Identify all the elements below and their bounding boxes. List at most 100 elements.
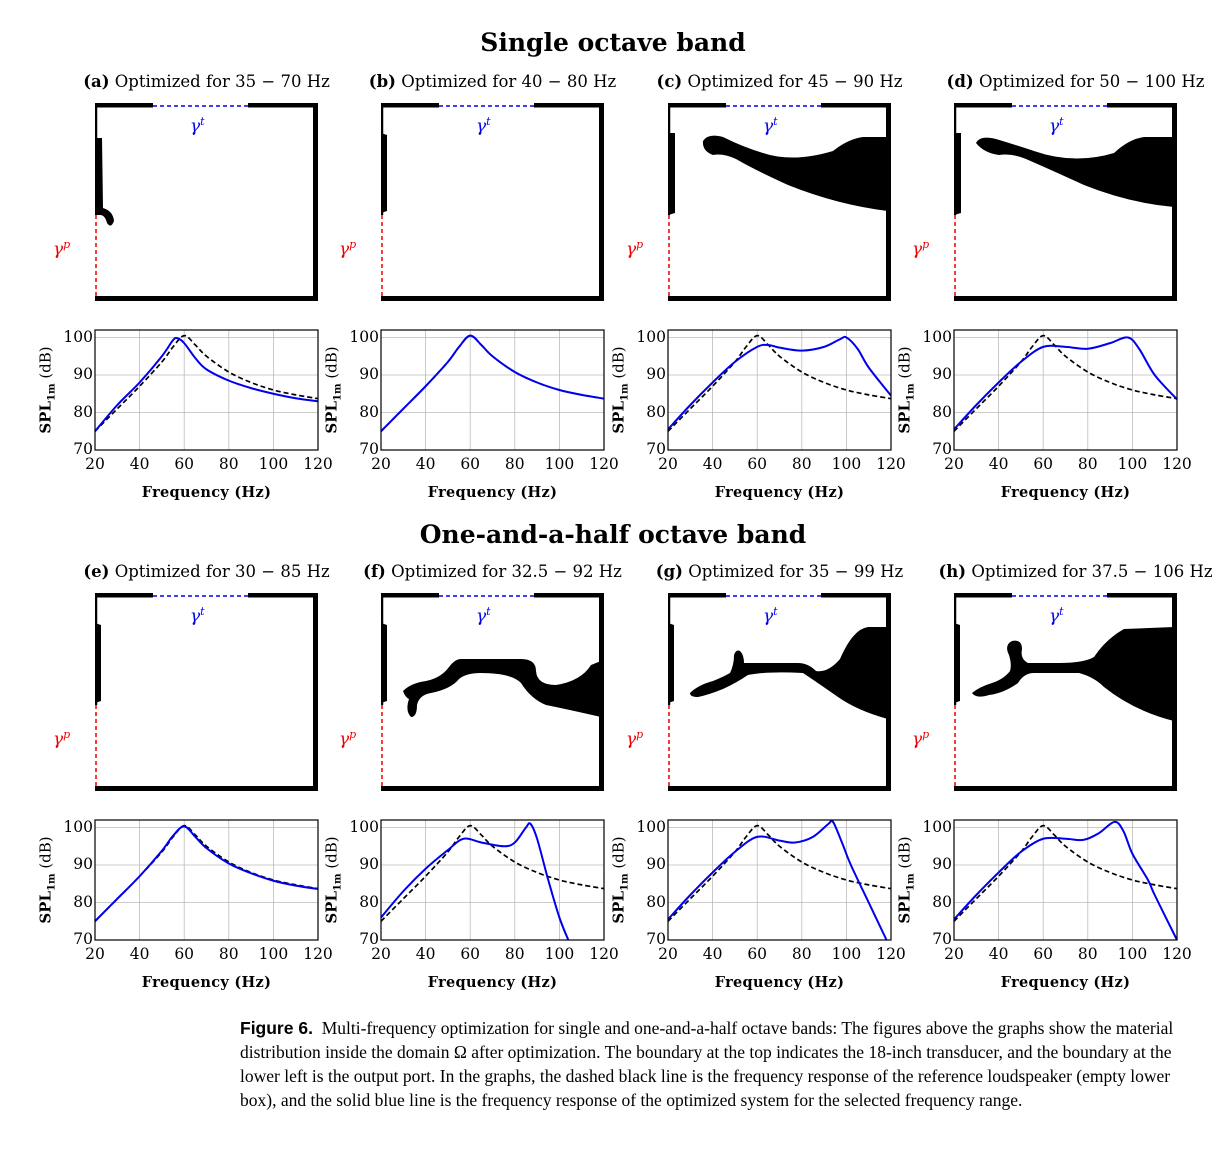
superscript: p — [349, 238, 357, 251]
x-tick-label: 100 — [258, 455, 289, 473]
y-tick-label: 100 — [63, 817, 93, 836]
ylabel-subscript: 1m — [905, 383, 917, 401]
transducer-label: γt — [1049, 605, 1064, 627]
y-tick-label: 80 — [932, 892, 952, 911]
panel-label: (a) Optimized for 35 − 70 Hz — [83, 72, 330, 91]
superscript: t — [773, 115, 778, 128]
port-label: γp — [626, 238, 643, 260]
y-tick-label: 100 — [636, 817, 666, 836]
x-tick-label: 60 — [1033, 945, 1054, 963]
x-tick-label: 20 — [944, 945, 964, 963]
x-tick-label: 40 — [129, 945, 150, 963]
outer-wall — [668, 593, 891, 791]
gamma-symbol: γ — [53, 729, 64, 750]
y-axis-label: SPL1m (dB) — [37, 346, 58, 433]
x-tick-label: 40 — [702, 455, 723, 473]
y-tick-label: 100 — [349, 327, 379, 346]
x-tick-label: 20 — [371, 945, 391, 963]
x-tick-label: 60 — [1033, 455, 1054, 473]
x-axis-label: Frequency (Hz) — [427, 974, 558, 991]
ylabel-subscript: 1m — [905, 873, 917, 891]
x-tick-label: 20 — [85, 455, 105, 473]
y-tick-label: 80 — [73, 402, 93, 421]
y-tick-label: 90 — [359, 855, 379, 873]
port-label: γp — [912, 238, 929, 260]
panel-caption: Optimized for 40 − 80 Hz — [401, 72, 617, 91]
reference-response-line — [380, 824, 605, 922]
x-tick-label: 20 — [658, 945, 678, 963]
panel-caption: Optimized for 30 − 85 Hz — [114, 562, 330, 581]
panel-tag: (d) — [946, 72, 974, 91]
y-tick-label: 90 — [932, 855, 952, 873]
ylabel-subscript: 1m — [46, 873, 58, 891]
spl-chart — [380, 329, 605, 451]
gamma-symbol: γ — [190, 116, 201, 137]
panel-label: (b) Optimized for 40 − 80 Hz — [369, 72, 616, 91]
x-tick-label: 80 — [791, 945, 812, 963]
panel-caption: Optimized for 50 − 100 Hz — [978, 72, 1205, 91]
plot-frame — [953, 819, 1178, 941]
superscript: t — [486, 605, 491, 618]
spl-chart — [667, 819, 892, 941]
optimized-response-line — [953, 336, 1178, 431]
port-label: γp — [339, 238, 356, 260]
y-axis-label: SPL1m (dB) — [323, 346, 344, 433]
optimized-response-line — [380, 334, 605, 432]
ylabel-main: SPL — [322, 891, 341, 924]
superscript: t — [486, 115, 491, 128]
x-tick-label: 100 — [544, 945, 575, 963]
y-tick-label: 70 — [932, 930, 952, 948]
x-tick-label: 100 — [258, 945, 289, 963]
y-tick-label: 70 — [646, 440, 666, 458]
transducer-label: γt — [476, 115, 491, 137]
spl-chart — [953, 329, 1178, 451]
y-tick-label: 70 — [359, 930, 379, 948]
ylabel-subscript: 1m — [619, 383, 631, 401]
panel-caption: Optimized for 32.5 − 92 Hz — [391, 562, 622, 581]
ylabel-subscript: 1m — [332, 383, 344, 401]
material-distribution — [95, 103, 318, 301]
x-tick-label: 100 — [544, 455, 575, 473]
x-tick-label: 100 — [831, 455, 862, 473]
superscript: t — [773, 605, 778, 618]
transducer-label: γt — [1049, 115, 1064, 137]
material-region — [95, 138, 114, 226]
superscript: p — [922, 728, 930, 741]
spl-chart — [380, 819, 605, 941]
y-tick-label: 100 — [349, 817, 379, 836]
y-tick-label: 80 — [646, 402, 666, 421]
reference-response-line — [94, 824, 319, 922]
optimized-response-line — [667, 819, 888, 941]
outer-wall — [954, 103, 1177, 301]
y-axis-label: SPL1m (dB) — [37, 836, 58, 923]
panel-tag: (b) — [368, 72, 396, 91]
gamma-symbol: γ — [763, 116, 774, 137]
y-tick-label: 70 — [359, 440, 379, 458]
outer-wall — [95, 103, 318, 301]
panel-label: (h) Optimized for 37.5 − 106 Hz — [938, 562, 1212, 581]
figure-caption: Figure 6. Multi-frequency optimization f… — [240, 1016, 1210, 1112]
ylabel-unit: (dB) — [322, 346, 341, 379]
gamma-symbol: γ — [626, 729, 637, 750]
y-tick-label: 70 — [646, 930, 666, 948]
transducer-label: γt — [190, 115, 205, 137]
spl-chart — [94, 329, 319, 451]
y-tick-label: 100 — [922, 327, 952, 346]
ylabel-unit: (dB) — [36, 836, 55, 869]
gamma-symbol: γ — [912, 729, 923, 750]
x-tick-label: 80 — [791, 455, 812, 473]
x-tick-label: 40 — [988, 945, 1009, 963]
y-tick-label: 80 — [359, 892, 379, 911]
x-axis-label: Frequency (Hz) — [1000, 974, 1131, 991]
y-axis-label: SPL1m (dB) — [896, 346, 917, 433]
gamma-symbol: γ — [53, 239, 64, 260]
ylabel-subscript: 1m — [619, 873, 631, 891]
outer-wall — [954, 593, 1177, 791]
x-axis-label: Frequency (Hz) — [714, 484, 845, 501]
x-axis-label: Frequency (Hz) — [714, 974, 845, 991]
reference-response-line — [953, 334, 1178, 432]
outer-wall — [95, 593, 318, 791]
gamma-symbol: γ — [763, 606, 774, 627]
panel-tag: (h) — [938, 562, 967, 581]
y-axis-label: SPL1m (dB) — [610, 346, 631, 433]
